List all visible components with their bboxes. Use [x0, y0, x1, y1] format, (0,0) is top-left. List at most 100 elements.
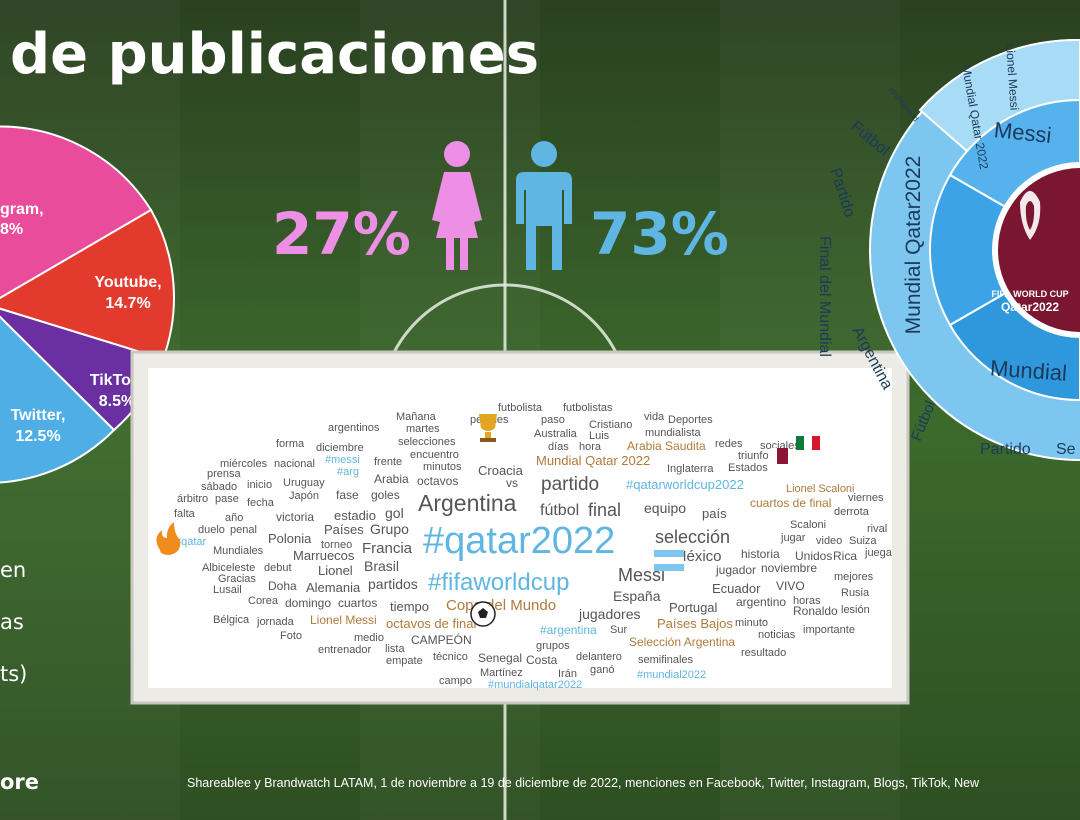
word-cloud-term: Portugal — [669, 600, 718, 615]
word-cloud-term: partido — [541, 474, 599, 495]
word-cloud-term: triunfo — [738, 450, 769, 462]
side-text-1: en — [0, 558, 27, 582]
word-cloud-term: Copa del Mundo — [446, 597, 556, 614]
side-text-2: as — [0, 610, 24, 634]
page-title: de publicaciones — [10, 22, 540, 87]
word-cloud-term: Bélgica — [213, 614, 250, 626]
word-cloud-term: delantero — [576, 651, 622, 663]
sunburst-inner-mundial: Mundial — [989, 355, 1068, 385]
word-cloud-term: Martínez — [480, 667, 523, 679]
word-cloud-term: fútbol — [540, 502, 579, 519]
side-text-3: ts) — [0, 662, 28, 686]
platform-pie-chart: gram, 8% Youtube, 14.7% TikTok, 8.5% Twi… — [0, 125, 175, 484]
female-icon — [432, 141, 482, 270]
word-cloud-term: jornada — [256, 616, 295, 628]
word-cloud-term: Japón — [289, 490, 319, 502]
word-cloud-term: noviembre — [761, 561, 817, 575]
word-cloud-term: horas — [793, 595, 821, 607]
word-cloud-term: #argentina — [540, 623, 597, 637]
word-cloud-term: Ecuador — [712, 581, 761, 596]
word-cloud-term: Países — [324, 522, 364, 537]
word-cloud-term: Deportes — [668, 414, 713, 426]
word-cloud-term: noticias — [758, 629, 796, 641]
word-cloud-term: Croacia — [478, 463, 524, 478]
word-cloud-term: rival — [867, 523, 887, 535]
word-cloud-term: resultado — [741, 647, 786, 659]
word-cloud-term: argentinos — [328, 422, 380, 434]
word-cloud-term: nacional — [274, 458, 315, 470]
word-cloud-term: derrota — [834, 506, 870, 518]
word-cloud-term: Lionel Scaloni — [786, 483, 855, 495]
word-cloud-term: Grupo — [370, 521, 409, 537]
word-cloud-term: redes — [715, 438, 743, 450]
pie-slice-instagram — [0, 125, 153, 300]
word-cloud-term: mejores — [834, 571, 874, 583]
word-cloud-term: Selección Argentina — [629, 635, 735, 649]
word-cloud-term: Ronaldo — [793, 604, 838, 618]
word-cloud-term: Lusail — [213, 584, 242, 596]
word-cloud-term: Brasil — [364, 558, 399, 574]
word-cloud-term: argentino — [736, 595, 786, 609]
sunburst-outer-fifaworld: #FIFAWorld — [886, 86, 920, 124]
word-cloud-term: #mundial2022 — [637, 669, 706, 681]
word-cloud-term: vida — [644, 411, 665, 423]
side-text-4: ore — [0, 770, 40, 794]
word-cloud-term: partidos — [368, 576, 418, 592]
pie-label-twitter: Twitter, — [11, 407, 66, 424]
word-cloud-term: frente — [374, 456, 402, 468]
word-cloud-term: #qatar — [175, 536, 207, 548]
word-cloud-term: Rusia — [841, 587, 870, 599]
word-cloud-term: final — [588, 500, 621, 520]
word-cloud-term: juega — [864, 547, 893, 559]
word-cloud-term: futbolista — [498, 402, 543, 414]
word-cloud-term: días — [548, 441, 569, 453]
argentina-flag-icon — [654, 550, 684, 571]
word-cloud-term: sábado — [201, 481, 237, 493]
word-cloud-term: técnico — [433, 651, 468, 663]
word-cloud-term: Sur — [610, 624, 627, 636]
word-cloud-term: falta — [174, 508, 196, 520]
word-cloud-term: campo — [439, 675, 472, 687]
word-cloud-term: duelo — [198, 524, 225, 536]
word-cloud-term: martes — [406, 423, 440, 435]
word-cloud-term: fecha — [247, 497, 275, 509]
word-cloud-term: medio — [354, 632, 384, 644]
soccer-ball-icon — [470, 601, 496, 627]
word-cloud-term: Gracias — [218, 573, 256, 585]
word-cloud-term: encuentro — [410, 449, 459, 461]
word-cloud-term: lesión — [841, 604, 870, 616]
word-cloud-term: tiempo — [390, 599, 429, 614]
sunburst-outer-partido-1: Partido — [826, 166, 858, 220]
word-cloud-term: octavos — [417, 474, 458, 488]
word-cloud-term: paso — [541, 414, 565, 426]
word-cloud-term: torneo — [321, 539, 352, 551]
word-cloud-term: México — [674, 548, 722, 565]
word-cloud-term: VIVO — [776, 579, 805, 593]
word-cloud-term: Uruguay — [283, 477, 325, 489]
word-cloud-term: cuartos de final — [750, 496, 831, 510]
pie-value-youtube: 14.7% — [105, 295, 150, 312]
word-cloud-term: Australia — [534, 428, 578, 440]
word-cloud-term: semifinales — [638, 654, 694, 666]
word-cloud-term: cuartos — [338, 596, 377, 610]
word-cloud-term: minuto — [735, 617, 768, 629]
word-cloud-term: #qatarworldcup2022 — [626, 477, 744, 492]
word-cloud-term: Corea — [248, 595, 279, 607]
word-cloud-term: mundialista — [645, 427, 702, 439]
word-cloud-term: domingo — [285, 596, 331, 610]
word-cloud-term: equipo — [644, 500, 686, 516]
word-cloud-term: Francia — [362, 540, 413, 557]
word-cloud-term: ganó — [590, 664, 614, 676]
word-cloud-term: selección — [655, 527, 730, 547]
word-cloud-term: inicio — [247, 479, 272, 491]
word-cloud-term: Mundial Qatar 2022 — [536, 453, 650, 468]
sunburst-inner-mundial-qatar: Mundial Qatar2022 — [902, 156, 925, 335]
word-cloud-term: viernes — [848, 492, 884, 504]
word-cloud-term: Marruecos — [293, 548, 355, 563]
word-cloud-term: debut — [264, 562, 292, 574]
word-cloud-term: sociales — [760, 440, 800, 452]
word-cloud-term: Messi — [618, 565, 665, 585]
word-cloud-term: selecciones — [398, 436, 456, 448]
word-cloud-term: Senegal — [478, 651, 522, 665]
word-cloud-term: Países Bajos — [657, 616, 733, 631]
